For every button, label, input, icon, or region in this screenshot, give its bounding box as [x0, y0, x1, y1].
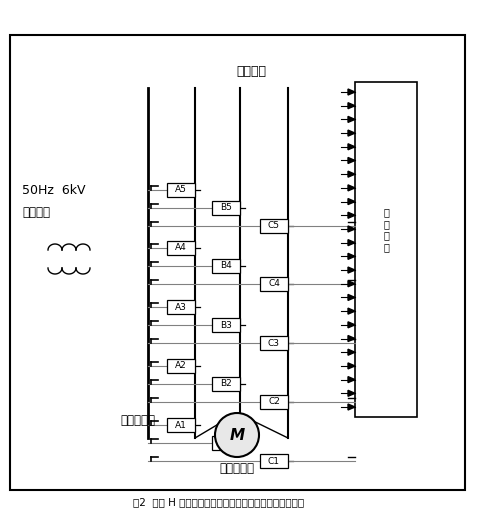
Bar: [167, 418, 195, 432]
Text: B3: B3: [220, 321, 232, 329]
Polygon shape: [348, 130, 355, 136]
Text: A1: A1: [175, 420, 187, 430]
Circle shape: [215, 413, 259, 457]
Polygon shape: [348, 390, 355, 396]
Polygon shape: [348, 308, 355, 314]
Bar: [260, 336, 288, 350]
Polygon shape: [348, 116, 355, 122]
Polygon shape: [348, 171, 355, 177]
Polygon shape: [348, 377, 355, 382]
Bar: [212, 318, 240, 332]
Text: B2: B2: [220, 379, 232, 389]
Bar: [212, 377, 240, 391]
Bar: [212, 436, 240, 450]
Text: A2: A2: [175, 361, 187, 371]
Text: A5: A5: [175, 186, 187, 194]
Text: M: M: [229, 428, 245, 443]
Bar: [260, 219, 288, 233]
Text: B5: B5: [220, 204, 232, 212]
Bar: [167, 300, 195, 314]
Polygon shape: [348, 185, 355, 191]
Text: C3: C3: [268, 339, 280, 347]
Text: 功率单元: 功率单元: [237, 65, 267, 78]
Bar: [167, 241, 195, 255]
Polygon shape: [348, 253, 355, 260]
Text: 高压电动机: 高压电动机: [219, 462, 254, 474]
Polygon shape: [348, 363, 355, 369]
Bar: [260, 454, 288, 468]
Text: C4: C4: [268, 280, 280, 288]
Polygon shape: [348, 349, 355, 355]
Text: 移相变压器: 移相变压器: [120, 413, 155, 427]
Polygon shape: [348, 295, 355, 301]
Bar: [167, 183, 195, 197]
Polygon shape: [348, 212, 355, 218]
Bar: [10, 35, 465, 490]
Polygon shape: [348, 267, 355, 273]
Bar: [212, 201, 240, 215]
Polygon shape: [348, 240, 355, 246]
Text: 电源进线: 电源进线: [22, 207, 50, 219]
Polygon shape: [348, 157, 355, 163]
Text: 50Hz  6kV: 50Hz 6kV: [22, 183, 86, 196]
Bar: [355, 82, 417, 417]
Text: C1: C1: [268, 456, 280, 466]
Polygon shape: [348, 404, 355, 410]
Polygon shape: [348, 198, 355, 205]
Polygon shape: [348, 336, 355, 341]
Text: C2: C2: [268, 397, 280, 407]
Polygon shape: [348, 281, 355, 287]
Bar: [260, 277, 288, 291]
Text: 高
压
电
机: 高 压 电 机: [383, 207, 389, 252]
Text: 图2  串联 H 桥高压变频调速系统功率电路（单相）原理图: 图2 串联 H 桥高压变频调速系统功率电路（单相）原理图: [133, 497, 304, 507]
Polygon shape: [348, 226, 355, 232]
Polygon shape: [348, 103, 355, 108]
Text: A4: A4: [175, 244, 187, 252]
Bar: [260, 395, 288, 409]
Text: B1: B1: [220, 438, 232, 448]
Text: C5: C5: [268, 222, 280, 230]
Polygon shape: [348, 322, 355, 328]
Polygon shape: [348, 89, 355, 95]
Text: B4: B4: [220, 262, 232, 270]
Bar: [167, 359, 195, 373]
Polygon shape: [348, 144, 355, 150]
Bar: [212, 259, 240, 273]
Text: A3: A3: [175, 303, 187, 311]
